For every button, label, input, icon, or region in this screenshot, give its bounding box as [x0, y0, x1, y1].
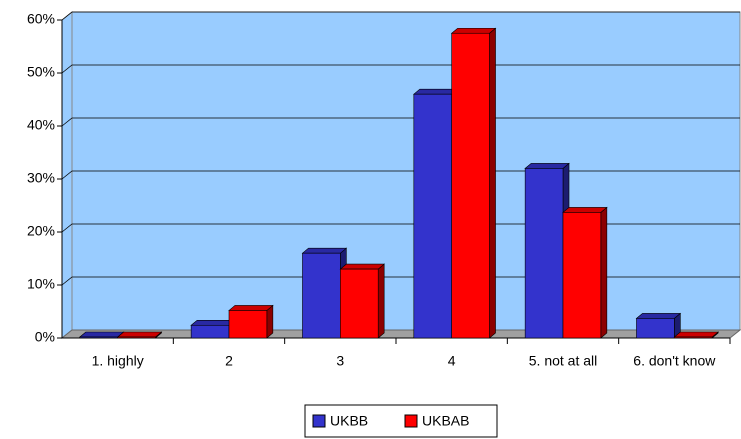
bar-top: [450, 27, 497, 34]
bar: [562, 206, 608, 339]
bar: [412, 88, 459, 339]
bar-front: [636, 318, 675, 339]
bar-front: [302, 252, 341, 339]
bar-top: [412, 88, 459, 95]
grid-line: [61, 64, 740, 74]
bar: [190, 319, 236, 339]
bar: [228, 304, 274, 339]
grid-line: [61, 170, 740, 180]
bar-front: [79, 336, 118, 339]
legend: UKBB UKBAB: [304, 404, 498, 438]
bar-front: [190, 324, 230, 339]
bar-top: [78, 331, 125, 338]
bar: [450, 27, 497, 339]
bar: [673, 331, 720, 339]
bar-top: [301, 247, 348, 254]
y-tick-label: 40%: [27, 117, 55, 133]
bar-top: [524, 163, 570, 169]
bar-top: [228, 305, 274, 311]
bar-front: [228, 310, 268, 339]
legend-swatch: [404, 414, 418, 428]
bar-top: [116, 331, 163, 338]
y-tick-label: 50%: [27, 64, 55, 80]
bar-top: [562, 207, 608, 213]
legend-label: UKBB: [330, 413, 368, 429]
bar-top: [635, 313, 682, 319]
x-tick-label: 4: [448, 353, 456, 369]
x-tick-label: 2: [225, 353, 233, 369]
x-tick-label: 3: [336, 353, 344, 369]
grid-line: [61, 11, 740, 21]
y-tick-label: 60%: [27, 11, 55, 27]
legend-swatch: [312, 414, 326, 428]
bar-side: [377, 263, 385, 339]
bar-top: [673, 331, 720, 338]
bar: [635, 312, 682, 339]
legend-box: [304, 404, 498, 438]
bar-front: [524, 168, 564, 339]
bar-front: [451, 32, 490, 339]
y-tick-label: 30%: [27, 170, 55, 186]
grid-line: [61, 223, 740, 233]
bar: [524, 162, 570, 339]
y-tick-label: 10%: [27, 276, 55, 292]
legend-label: UKBAB: [422, 413, 469, 429]
bar-side: [489, 27, 496, 339]
bar-front: [674, 336, 713, 339]
y-tick-label: 0%: [35, 329, 55, 345]
bar-front: [340, 268, 379, 339]
bar-front: [117, 336, 156, 339]
y-tick-label: 20%: [27, 223, 55, 239]
bar-side: [600, 206, 608, 339]
bar: [301, 247, 348, 339]
x-tick-label: 6. don't know: [633, 353, 716, 369]
bar-front: [413, 93, 452, 339]
bar-top: [190, 319, 236, 326]
bar-top: [339, 263, 386, 270]
x-tick-label: 1. highly: [92, 353, 144, 369]
bar: [116, 331, 163, 339]
bar-front: [562, 212, 602, 339]
grid-line: [61, 276, 740, 286]
bar-side: [266, 304, 274, 339]
grid-line: [61, 117, 740, 127]
x-tick-label: 5. not at all: [529, 353, 598, 369]
bar: [339, 263, 386, 339]
